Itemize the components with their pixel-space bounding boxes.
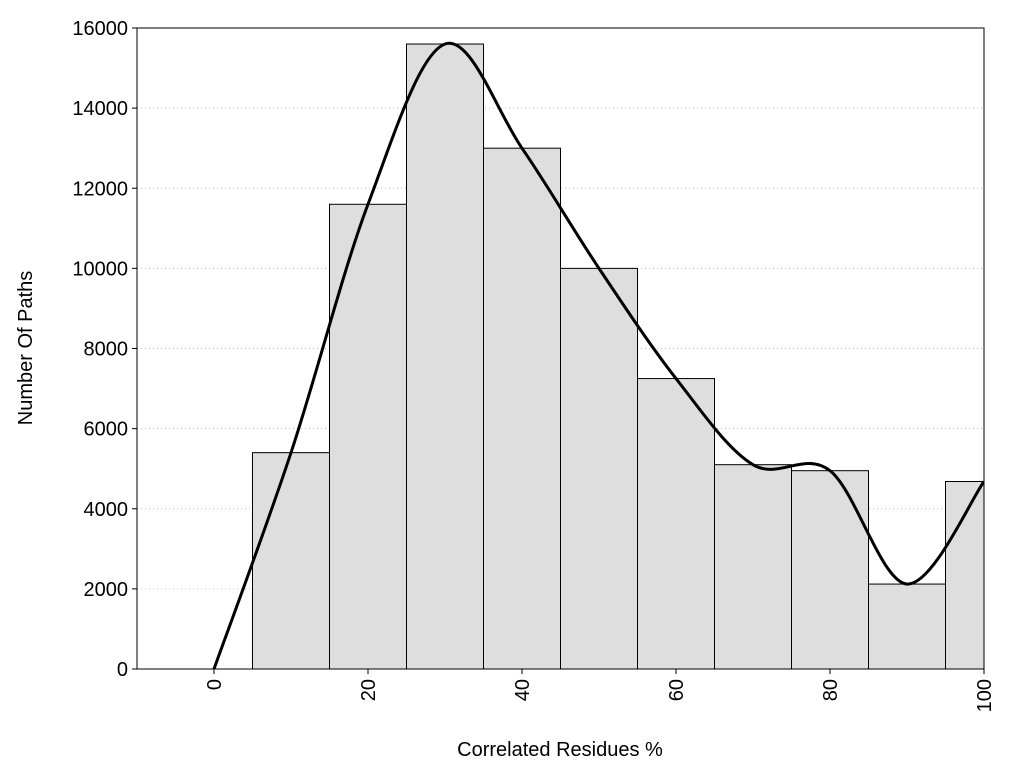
y-tick-label: 16000 xyxy=(72,18,128,40)
y-tick-label: 12000 xyxy=(72,178,128,200)
bar xyxy=(329,203,407,669)
y-tick-label: 2000 xyxy=(84,579,129,601)
fit-curve xyxy=(212,41,984,669)
x-tick-label: 60 xyxy=(666,679,688,701)
y-tick-label: 4000 xyxy=(84,499,129,521)
x-axis-label: Correlated Residues % xyxy=(457,739,663,761)
bars xyxy=(252,43,984,669)
bar xyxy=(714,464,792,669)
y-tick-label: 10000 xyxy=(72,258,128,280)
bar xyxy=(637,378,715,669)
bar xyxy=(868,583,946,669)
bar xyxy=(252,452,330,669)
curve-layer xyxy=(212,41,984,669)
y-tick-label: 8000 xyxy=(84,339,129,361)
y-tick-label: 14000 xyxy=(72,98,128,120)
x-tick-label: 20 xyxy=(358,679,380,701)
bar xyxy=(791,470,869,669)
ticks: 0 2000 4000 6000 8000 10000 12000 14000 16000 0 20… xyxy=(72,18,996,712)
bar xyxy=(483,147,561,669)
x-tick-label: 100 xyxy=(974,679,996,712)
x-tick-label: 40 xyxy=(512,679,534,701)
y-axis-label: Number Of Paths xyxy=(15,271,37,426)
x-tick-label: 0 xyxy=(204,679,226,690)
x-tick-label: 80 xyxy=(820,679,842,701)
bar xyxy=(560,267,638,669)
bar xyxy=(406,43,484,669)
y-tick-label: 6000 xyxy=(84,419,129,441)
y-tick-label: 0 xyxy=(117,659,128,681)
